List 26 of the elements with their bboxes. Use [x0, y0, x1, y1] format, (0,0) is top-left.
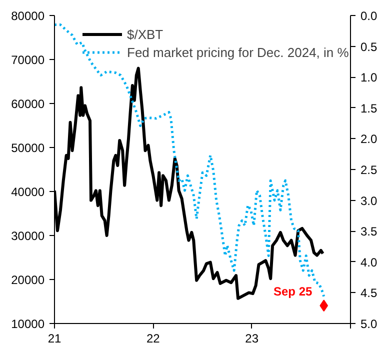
y-tick-label: 30000: [11, 229, 45, 243]
y2-tick-label: 3.0: [360, 194, 378, 208]
y2-tick-label: 4.5: [360, 286, 378, 300]
x-tick-label: 21: [48, 332, 62, 346]
y-tick-label: 60000: [11, 97, 45, 111]
y-tick-label: 50000: [11, 141, 45, 155]
legend-label: Fed market pricing for Dec. 2024, in %: [127, 44, 349, 61]
line-series: [54, 23, 326, 298]
y2-tick-label: 2.0: [360, 132, 378, 146]
y2-tick-label: 4.0: [360, 255, 378, 270]
y2-tick-label: 0.5: [360, 40, 378, 54]
x-tick-label: 22: [146, 332, 160, 346]
y2-tick-label: 1.5: [360, 101, 378, 116]
legend-label: $/XBT: [127, 26, 164, 43]
y-tick-label: 10000: [11, 317, 45, 331]
y-tick-label: 20000: [11, 273, 45, 287]
y2-tick-label: 1.0: [360, 70, 378, 85]
y2-tick-label: 2.5: [360, 163, 378, 177]
x-tick-label: 23: [245, 332, 259, 346]
y2-tick-label: 0.0: [360, 9, 378, 23]
y-tick-label: 70000: [11, 53, 45, 67]
y-tick-label: 40000: [11, 185, 45, 199]
y-tick-label: 80000: [11, 9, 45, 23]
y2-tick-label: 3.5: [360, 224, 378, 239]
y2-tick-label: 5.0: [360, 317, 378, 331]
annotation: Sep 25: [274, 284, 313, 298]
